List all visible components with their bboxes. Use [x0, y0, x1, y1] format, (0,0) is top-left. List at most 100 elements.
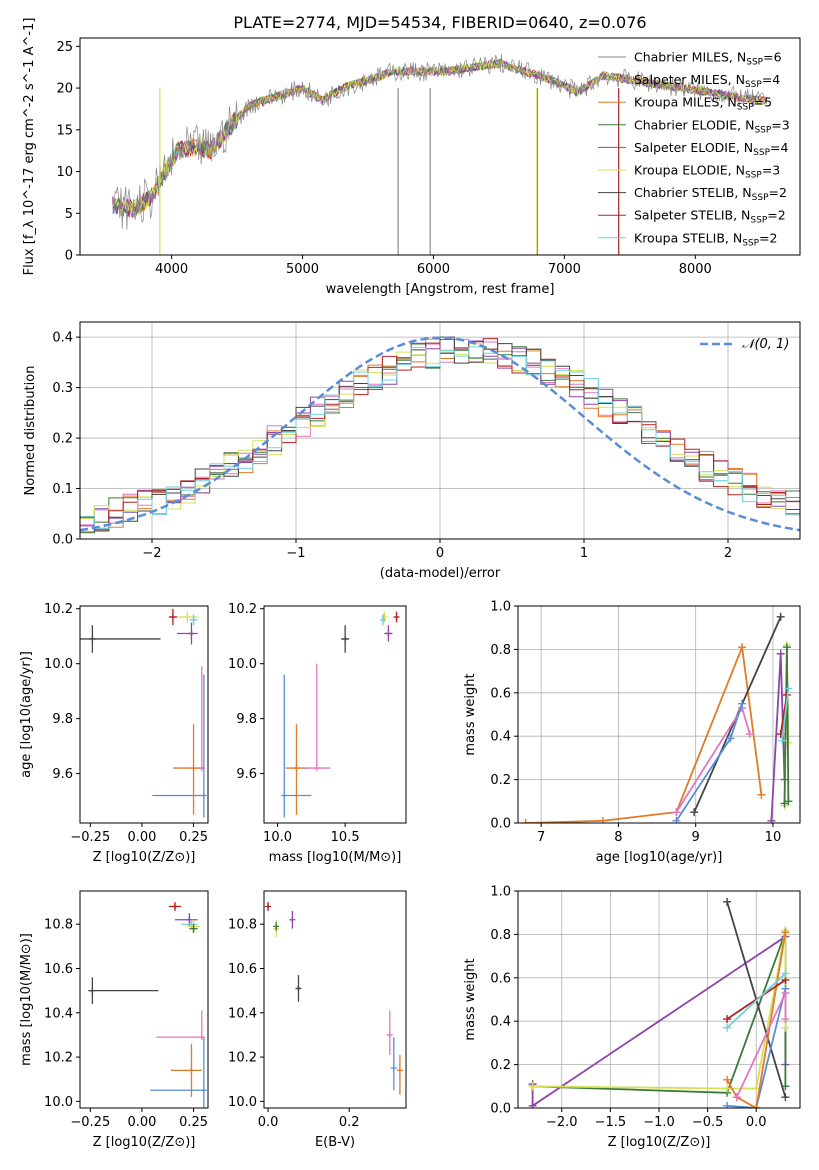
- x-tick-label: 0.25: [179, 830, 208, 845]
- data-point: [781, 1093, 790, 1102]
- y-tick-label: 10.0: [44, 657, 73, 672]
- x-tick-label: −1.0: [643, 1115, 675, 1130]
- data-point: [598, 816, 607, 823]
- y-tick-label: 0.4: [52, 331, 73, 346]
- panel-6: 0.0 0.2 10.0 10.2 10.4 10.6 10.8 E(B-V): [228, 890, 407, 1150]
- mass-weight-series-line: [675, 703, 743, 822]
- figure-title: PLATE=2774, MJD=54534, FIBERID=0640, z=0…: [233, 13, 646, 32]
- x-axis-label: mass [log10(M/M⊙)]: [269, 850, 402, 865]
- y-tick-label: 0.8: [490, 928, 511, 943]
- y-tick-label: 10.0: [44, 1095, 73, 1110]
- data-point: [767, 816, 776, 823]
- x-axis-label: (data-model)/error: [380, 566, 501, 581]
- x-tick-label: −0.5: [692, 1115, 724, 1130]
- data-point: [396, 1067, 403, 1074]
- y-tick-label: 10.4: [44, 1006, 73, 1021]
- x-tick-label: 7000: [548, 262, 581, 277]
- data-point: [273, 923, 280, 930]
- data-point: [200, 792, 207, 799]
- x-axis-label: age [log10(age/yr)]: [596, 850, 723, 865]
- y-tick-label: 1.0: [490, 885, 511, 900]
- x-tick-label: 0.00: [127, 830, 156, 845]
- data-point: [265, 903, 272, 910]
- data-point: [776, 612, 785, 621]
- data-point: [781, 1023, 790, 1032]
- y-axis-label: mass [log10(M/M⊙)]: [19, 933, 34, 1066]
- x-tick-label: 0.0: [258, 1115, 279, 1130]
- data-point: [190, 616, 197, 623]
- data-point: [726, 734, 735, 743]
- data-point: [672, 808, 681, 817]
- plot-area: [88, 902, 207, 1108]
- x-tick-label: −1.5: [595, 1115, 627, 1130]
- panel-2: −0.25 0.00 0.25 9.6 9.8 10.0 10.2 Z [log10(Z/Z⊙…: [19, 602, 209, 865]
- x-tick-label: −2: [142, 546, 161, 561]
- legend-entry: Kroupa STELIB, NSSP=2: [634, 230, 778, 248]
- plot-area: [265, 902, 403, 1095]
- y-tick-label: 0.4: [490, 730, 511, 745]
- legend-entry: Chabrier MILES, NSSP=6: [634, 50, 782, 68]
- legend-entry: Salpeter MILES, NSSP=4: [634, 72, 780, 90]
- plot-area: [80, 336, 800, 534]
- data-point: [778, 736, 787, 745]
- data-point: [781, 1015, 790, 1024]
- x-tick-label: −0.25: [70, 1115, 110, 1130]
- y-tick-label: 0.3: [52, 381, 73, 396]
- y-tick-label: 15: [56, 123, 73, 138]
- data-point: [723, 897, 732, 906]
- data-point: [295, 985, 302, 992]
- y-tick-label: 0.6: [490, 971, 511, 986]
- y-tick-label: 10: [56, 165, 73, 180]
- y-tick-label: 10.4: [228, 1006, 257, 1021]
- data-point: [738, 699, 747, 708]
- data-point: [198, 1034, 205, 1041]
- data-point: [171, 903, 178, 910]
- data-point: [781, 928, 790, 937]
- y-tick-label: 10.6: [44, 962, 73, 977]
- mass-weight-series-line: [675, 705, 751, 813]
- data-point: [732, 1093, 741, 1102]
- data-point: [313, 765, 320, 772]
- data-point: [184, 613, 191, 620]
- axes-frame: [79, 605, 209, 824]
- panel-1: −2 −1 0 1 2 0.0 0.1 0.2 0.3 0.4 (data-model)/error…: [23, 321, 801, 581]
- data-point: [752, 1104, 761, 1108]
- y-tick-label: 0.2: [490, 1058, 511, 1073]
- x-tick-label: 0.00: [127, 1115, 156, 1130]
- residual-histogram: [80, 338, 800, 531]
- data-point: [757, 790, 766, 799]
- y-axis-label: age [log10(age/yr)]: [19, 651, 34, 778]
- legend-entry: Kroupa ELODIE, NSSP=3: [634, 163, 780, 181]
- x-tick-label: 0.2: [339, 1115, 360, 1130]
- data-point: [393, 613, 400, 620]
- y-tick-label: 25: [56, 40, 73, 55]
- legend-entry: Salpeter ELODIE, NSSP=4: [634, 140, 789, 158]
- data-point: [289, 916, 296, 923]
- data-point: [784, 797, 793, 806]
- y-tick-label: 0.1: [52, 482, 73, 497]
- data-point: [380, 616, 387, 623]
- mass-weight-series-line: [779, 694, 788, 735]
- data-point: [521, 819, 530, 823]
- mass-weight-series-line: [781, 688, 790, 741]
- data-point: [89, 635, 96, 642]
- y-axis-label: Flux [f_λ 10^-17 erg cm^-2 s^-1 A^-1]: [22, 18, 37, 276]
- x-tick-label: 0.0: [746, 1115, 767, 1130]
- panel-7: −2.0 −1.5 −1.0 −0.5 0.0 0.0 0.2 0.4 0.6 0.8 1.0 Z […: [463, 885, 801, 1150]
- data-point: [190, 925, 197, 932]
- data-point: [390, 1065, 397, 1072]
- y-tick-label: 10.8: [44, 918, 73, 933]
- x-tick-label: 10: [765, 830, 782, 845]
- data-point: [782, 643, 791, 652]
- legend-entry: 𝒩(0, 1): [742, 337, 789, 352]
- plot-area: [80, 608, 207, 818]
- y-tick-label: 10.0: [228, 1095, 257, 1110]
- data-point: [385, 630, 392, 637]
- y-tick-label: 20: [56, 82, 73, 97]
- data-point: [723, 1015, 732, 1024]
- data-point: [293, 765, 300, 772]
- y-tick-label: 9.8: [52, 712, 73, 727]
- data-point: [723, 1075, 732, 1084]
- x-tick-label: −1: [286, 546, 305, 561]
